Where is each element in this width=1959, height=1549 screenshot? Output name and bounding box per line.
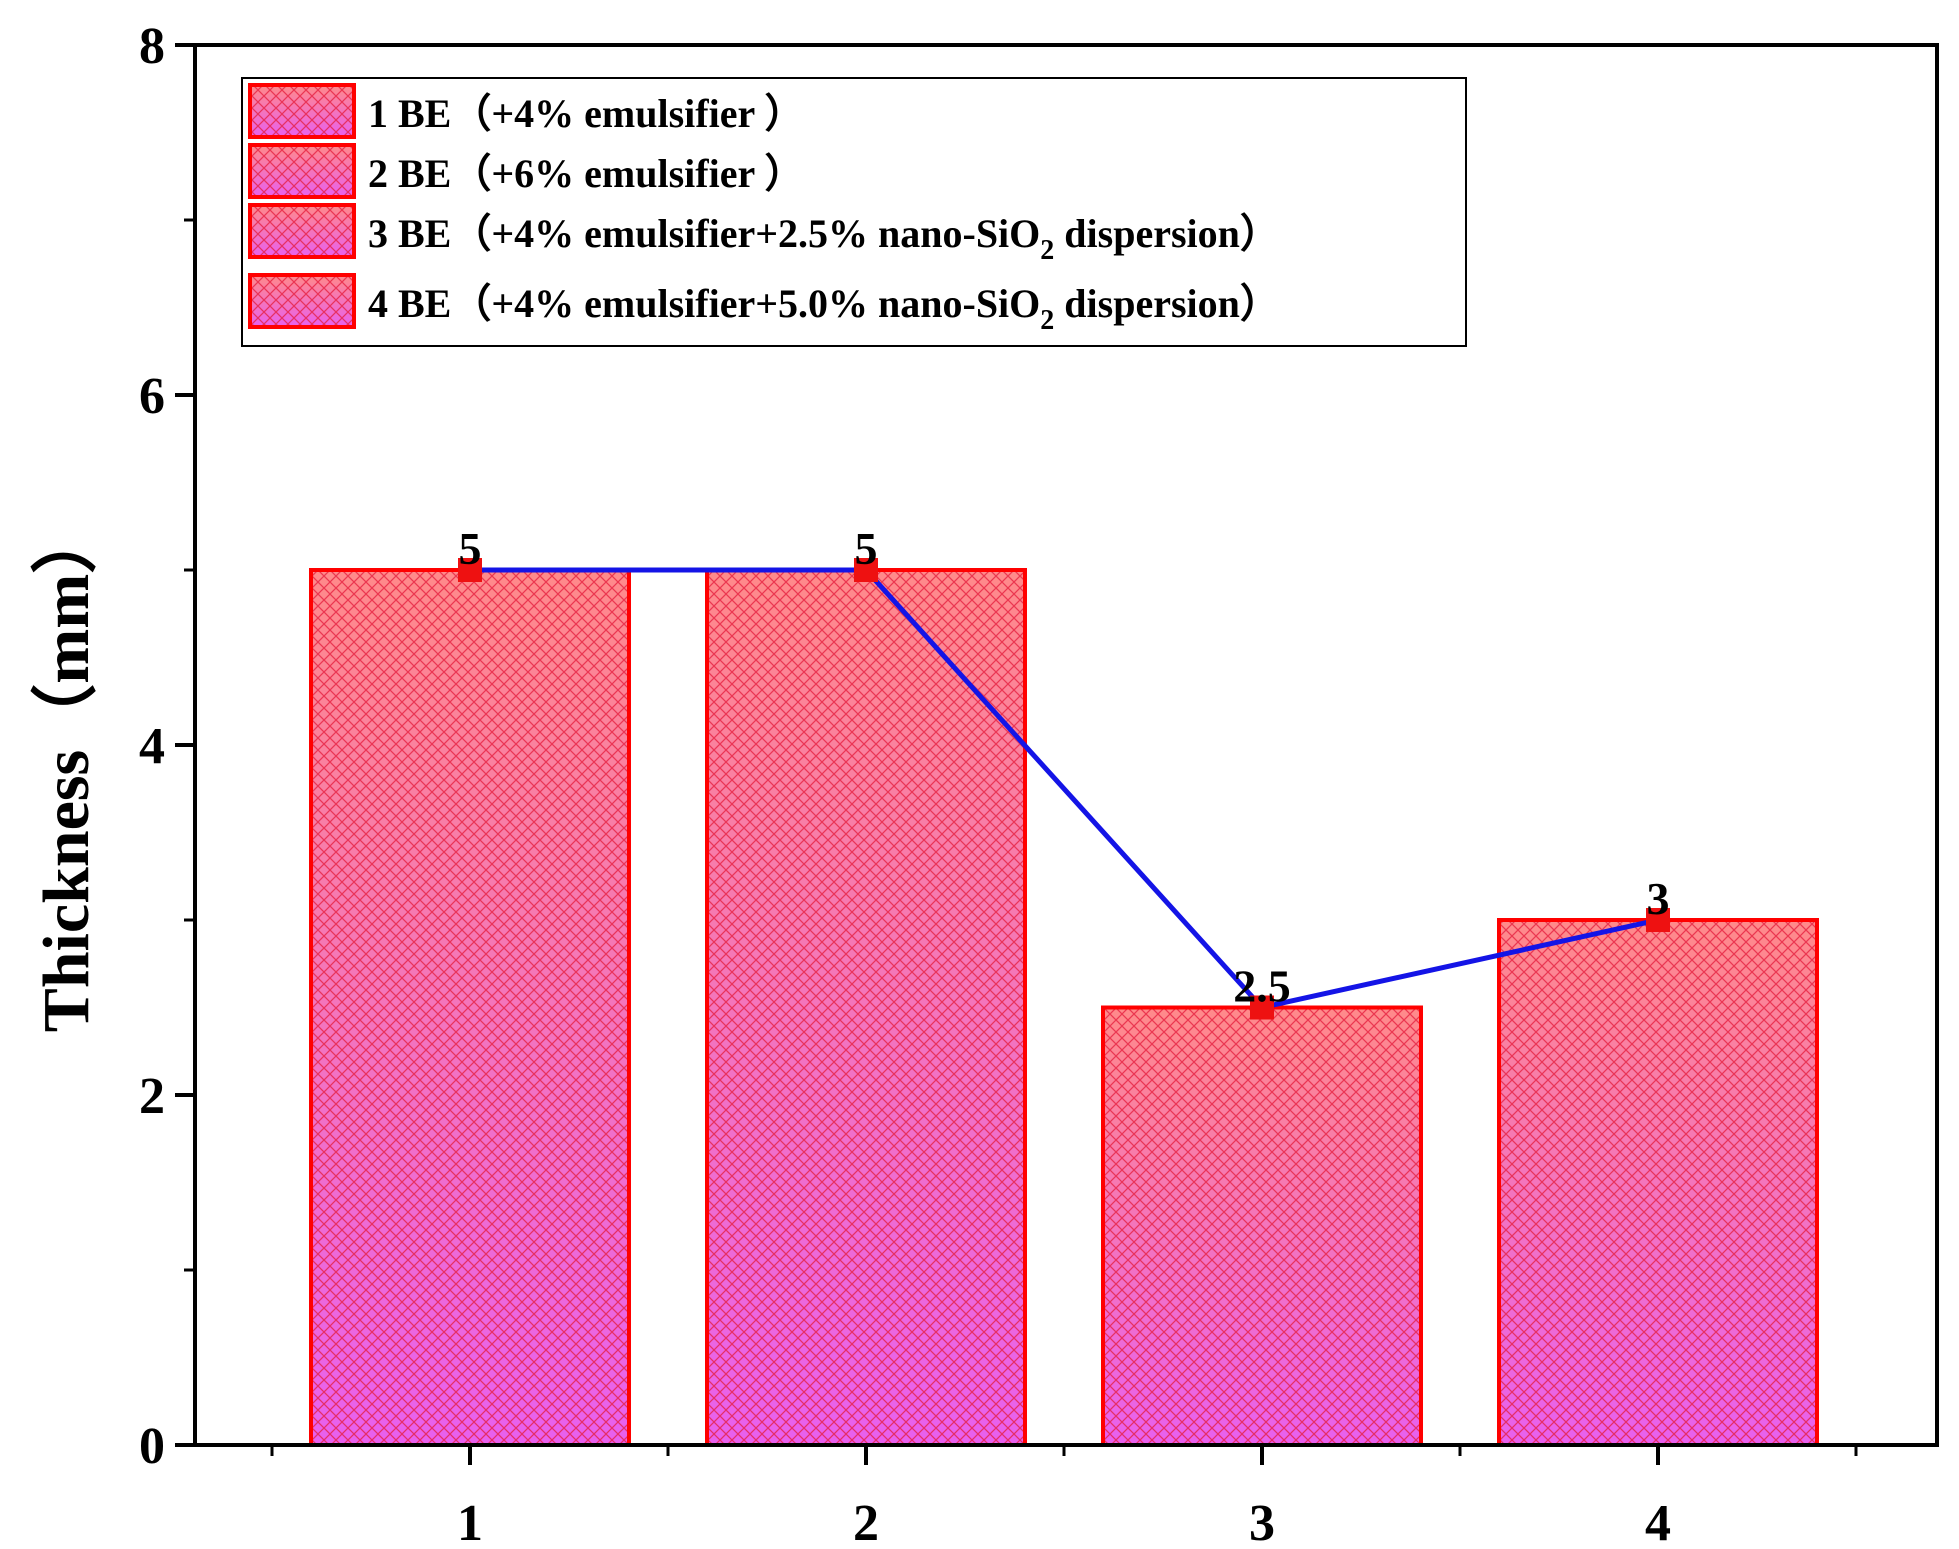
bar-2	[705, 568, 1027, 1447]
y-tick-label: 8	[139, 18, 165, 75]
bar-hatch	[309, 568, 631, 1447]
x-axis: 1 2 3 4	[270, 1445, 1858, 1549]
legend-swatch	[248, 273, 356, 329]
trend-marker-1	[458, 558, 482, 582]
bar-3	[1101, 1005, 1423, 1447]
x-tick-label: 2	[853, 1495, 879, 1549]
legend-item-3: 3 BE（+4% emulsifier+2.5% nano-SiO2 dispe…	[248, 203, 1280, 266]
legend-label: 1 BE（+4% emulsifier ）	[368, 91, 804, 136]
trend-marker-2	[854, 558, 878, 582]
x-tick-label: 4	[1645, 1495, 1671, 1549]
bar-hatch	[1101, 1005, 1423, 1447]
legend-label: 4 BE（+4% emulsifier+5.0% nano-SiO2 dispe…	[368, 281, 1280, 336]
legend-swatch	[248, 83, 356, 139]
x-tick-label: 1	[457, 1495, 483, 1549]
legend-label: 3 BE（+4% emulsifier+2.5% nano-SiO2 dispe…	[368, 211, 1280, 266]
legend-item-1: 1 BE（+4% emulsifier ）	[248, 83, 804, 139]
legend-box	[241, 77, 1467, 347]
trend-line-layer	[458, 558, 1670, 1020]
y-tick-label: 6	[139, 368, 165, 425]
data-label-1: 5	[459, 523, 482, 574]
bars-layer	[309, 568, 1819, 1447]
trend-marker-3	[1250, 995, 1274, 1020]
x-tick-label: 3	[1249, 1495, 1275, 1549]
data-label-4: 3	[1647, 873, 1670, 924]
data-label-2: 5	[855, 523, 878, 574]
trend-marker-4	[1646, 908, 1670, 932]
data-labels-layer: 5 52.53	[459, 523, 1670, 1012]
bar-1	[309, 568, 631, 1447]
bar-4	[1497, 918, 1819, 1447]
legend: 1 BE（+4% emulsifier ） 2 BE（+6% emulsifier…	[241, 77, 1467, 347]
bar-hatch	[705, 568, 1027, 1447]
y-tick-label: 0	[139, 1418, 165, 1475]
y-axis: 0 2 4 6 8	[139, 18, 195, 1475]
trend-line	[470, 567, 1659, 1011]
y-axis-title: Thickness（mm）	[29, 508, 103, 1032]
legend-swatch	[248, 143, 356, 199]
legend-swatch	[248, 203, 356, 259]
y-tick-label: 4	[139, 718, 165, 775]
y-tick-label: 2	[139, 1068, 165, 1125]
legend-item-4: 4 BE（+4% emulsifier+5.0% nano-SiO2 dispe…	[248, 273, 1280, 336]
bar-hatch	[1497, 918, 1819, 1447]
legend-item-2: 2 BE（+6% emulsifier ）	[248, 143, 804, 199]
data-label-3: 2.5	[1233, 961, 1291, 1012]
legend-label: 2 BE（+6% emulsifier ）	[368, 151, 804, 196]
